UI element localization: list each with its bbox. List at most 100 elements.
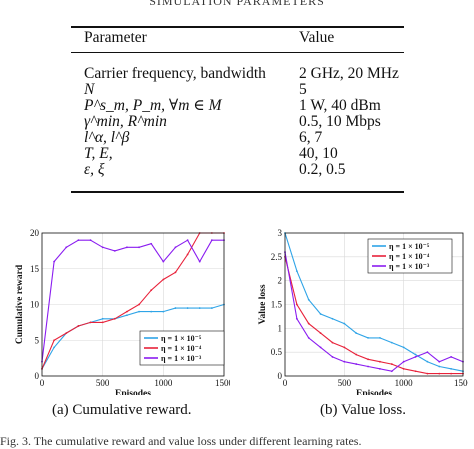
data-point: [390, 370, 393, 373]
series-line-2: [284, 252, 464, 372]
data-point: [77, 239, 80, 242]
data-point: [174, 246, 177, 249]
data-point: [414, 370, 417, 373]
data-point: [101, 317, 104, 320]
series-line-0: [284, 232, 464, 372]
data-point: [65, 332, 68, 334]
table-row: Carrier frequency, bandwidth 2 GHz, 20 M…: [84, 55, 399, 82]
data-point: [438, 372, 441, 375]
y-tick-label: 15: [30, 264, 40, 274]
header-value: Value: [299, 29, 335, 46]
data-point: [450, 367, 453, 370]
legend-label: η = 1 × 10⁻⁵: [161, 334, 202, 343]
data-point: [307, 336, 310, 339]
data-point: [355, 363, 358, 365]
x-tick-label: 500: [96, 378, 110, 388]
y-tick-label: 10: [30, 300, 40, 310]
data-point: [390, 363, 393, 365]
table-top-rule: [71, 26, 404, 28]
legend-label: η = 1 × 10⁻⁴: [389, 252, 430, 261]
data-point: [355, 332, 358, 334]
data-point: [343, 360, 346, 363]
data-point: [113, 317, 116, 320]
data-point: [101, 246, 104, 249]
data-point: [426, 372, 429, 375]
param-name: P^s_m, P_m, ∀m ∈ M: [84, 97, 222, 114]
data-point: [295, 303, 298, 306]
data-point: [150, 310, 153, 313]
data-point: [174, 271, 177, 274]
data-point: [174, 307, 177, 309]
legend-label: η = 1 × 10⁻³: [389, 262, 430, 271]
data-point: [307, 298, 310, 301]
data-point: [379, 360, 381, 363]
left-subcaption: (a) Cumulative reward.: [52, 402, 192, 418]
x-tick-label: 500: [338, 378, 352, 388]
table-row: γ^min, R^min 0.5, 10 Mbps: [84, 114, 399, 130]
data-point: [319, 332, 322, 334]
data-point: [426, 360, 429, 363]
data-point: [150, 242, 153, 245]
data-point: [138, 246, 140, 249]
series-line-1: [41, 232, 224, 370]
series-line-2: [41, 239, 224, 362]
data-point: [331, 341, 334, 344]
data-point: [319, 346, 322, 349]
data-point: [126, 310, 128, 313]
y-tick-label: 1.5: [271, 300, 283, 310]
data-point: [53, 339, 56, 342]
data-point: [367, 358, 369, 361]
param-value: 40, 10: [299, 145, 338, 162]
header-parameter: Parameter: [84, 29, 147, 46]
data-point: [438, 360, 441, 363]
param-value: 1 W, 40 dBm: [299, 97, 381, 114]
table-bottom-rule: [71, 191, 404, 193]
param-name: ε, ξ: [84, 161, 105, 178]
table-mid-rule: [71, 52, 404, 53]
series-line-1: [284, 256, 463, 375]
y-tick-label: 3: [278, 228, 283, 238]
x-axis-label: Episodes: [356, 389, 392, 395]
y-axis-label: Cumulative reward: [15, 264, 25, 344]
y-tick-label: 0: [35, 371, 40, 381]
data-point: [138, 310, 140, 313]
data-point: [186, 253, 189, 256]
y-tick-label: 1: [278, 323, 283, 333]
data-point: [319, 313, 322, 315]
data-point: [426, 351, 429, 354]
parameters-table: Parameter Value Carrier frequency, bandw…: [84, 30, 399, 178]
x-axis-label: Episodes: [115, 389, 151, 395]
data-point: [210, 307, 213, 309]
data-point: [331, 317, 334, 320]
data-point: [331, 356, 334, 358]
param-value: 5: [299, 81, 307, 98]
legend-label: η = 1 × 10⁻⁵: [389, 242, 430, 251]
data-point: [355, 353, 358, 356]
data-point: [414, 353, 417, 356]
x-tick-label: 1000: [154, 378, 173, 388]
param-value: 0.2, 0.5: [299, 161, 346, 178]
y-tick-label: 0.5: [271, 347, 283, 357]
data-point: [402, 367, 405, 370]
data-point: [307, 322, 310, 325]
right-subcaption: (b) Value loss.: [320, 402, 406, 418]
data-point: [89, 321, 92, 324]
data-point: [198, 260, 201, 263]
data-point: [186, 307, 189, 309]
param-name: N: [84, 81, 95, 98]
table-row: l^α, l^β 6, 7: [84, 130, 399, 146]
param-value: 6, 7: [299, 129, 323, 146]
y-tick-label: 2: [278, 276, 283, 286]
figure-caption: Fig. 3. The cumulative reward and value …: [0, 434, 362, 448]
data-point: [126, 314, 128, 317]
param-name: γ^min, R^min: [84, 113, 167, 130]
y-tick-label: 0: [278, 371, 283, 381]
data-point: [162, 278, 165, 281]
data-point: [402, 346, 405, 349]
data-point: [450, 372, 453, 375]
data-point: [101, 321, 104, 324]
